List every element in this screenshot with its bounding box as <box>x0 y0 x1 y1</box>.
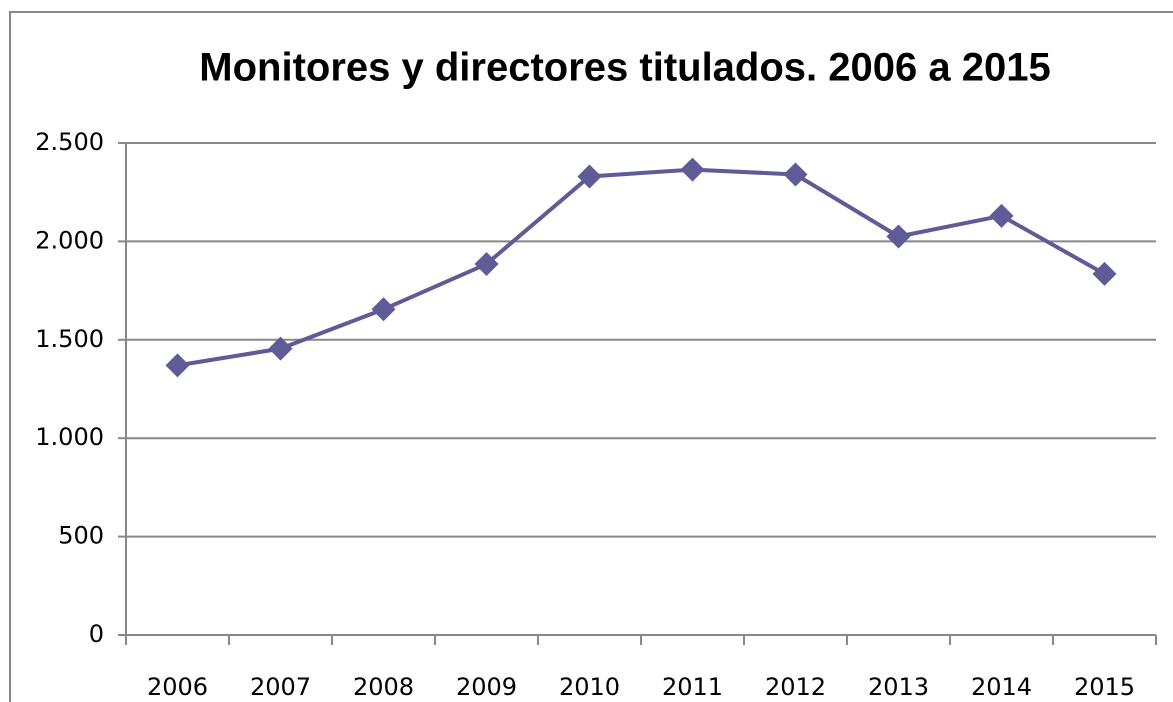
point-marker <box>577 164 602 189</box>
point-marker <box>989 203 1014 228</box>
y-tick-label: 2.500 <box>35 128 104 156</box>
point-marker <box>371 297 396 322</box>
point-marker <box>165 353 190 378</box>
x-tick-label: 2009 <box>456 673 517 701</box>
x-tick-label: 2006 <box>147 673 208 701</box>
x-tick-label: 2015 <box>1074 673 1135 701</box>
x-tick-label: 2007 <box>250 673 311 701</box>
x-tick-label: 2011 <box>662 673 723 701</box>
x-tick-label: 2013 <box>868 673 929 701</box>
y-tick-label: 2.000 <box>35 226 104 254</box>
x-tick-label: 2014 <box>971 673 1032 701</box>
point-marker <box>680 157 705 182</box>
x-tick-label: 2012 <box>765 673 826 701</box>
y-tick-label: 0 <box>89 620 104 648</box>
y-tick-label: 1.500 <box>35 325 104 353</box>
point-marker <box>886 224 911 249</box>
y-tick-label: 500 <box>58 522 104 550</box>
y-tick-label: 1.000 <box>35 423 104 451</box>
point-marker <box>1092 261 1117 286</box>
x-tick-label: 2008 <box>353 673 414 701</box>
chart-frame <box>9 11 1173 702</box>
x-tick-label: 2010 <box>559 673 620 701</box>
chart-title: Monitores y directores titulados. 2006 a… <box>199 46 1050 90</box>
point-marker <box>783 162 808 187</box>
series-line <box>177 167 1106 368</box>
point-marker <box>474 252 499 277</box>
point-marker <box>268 336 293 361</box>
